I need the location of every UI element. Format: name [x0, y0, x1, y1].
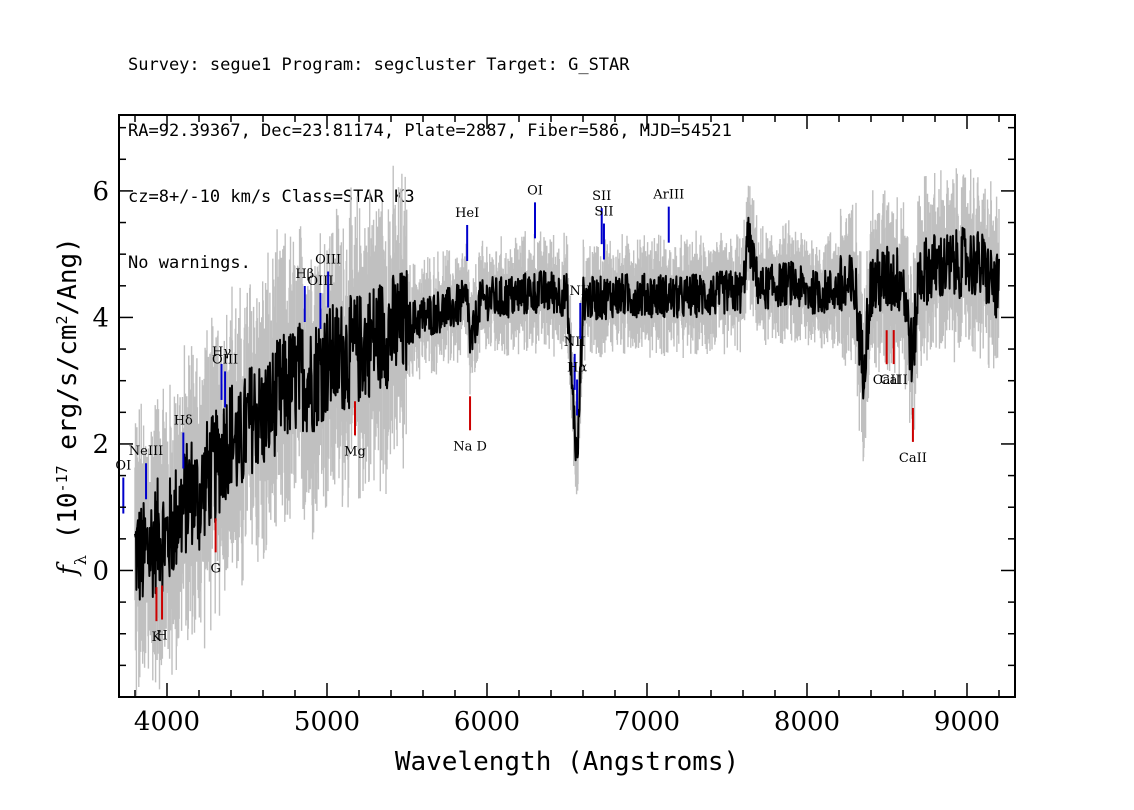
spectral-line-label: ArIII: [652, 188, 684, 203]
y-tick-label: 4: [92, 303, 109, 333]
header-line-redshift-class: cz=8+/-10 km/s Class=STAR K3: [128, 187, 415, 207]
x-tick-label: 4000: [134, 707, 200, 737]
x-axis-title: Wavelength (Angstroms): [395, 747, 739, 777]
spectral-line-markers: OINeIIIHδHγOIIIHβOIIIOIIIHeIOINIIHαNIISI…: [115, 183, 926, 645]
header-line-survey: Survey: segue1 Program: segcluster Targe…: [128, 55, 630, 75]
spectral-line-label: K: [152, 630, 162, 645]
spectral-line-label: OI: [115, 459, 131, 474]
x-tick-label: 7000: [614, 707, 680, 737]
spectral-line-label: OIII: [307, 274, 333, 289]
y-tick-label: 6: [92, 177, 109, 207]
spectral-line-label: G: [210, 561, 220, 576]
spectral-line-label: HeI: [455, 206, 479, 221]
spectral-line-label: Hβ: [295, 267, 314, 282]
spectral-line-label: SII: [594, 205, 613, 220]
x-tick-label: 5000: [294, 707, 360, 737]
y-tick-label: 0: [92, 556, 109, 586]
y-tick-label: 2: [92, 430, 109, 460]
spectral-line-label: OI: [527, 183, 543, 198]
plot-frame: [118, 114, 1016, 698]
spectral-line-label: Hγ: [212, 345, 231, 360]
x-tick-label: 6000: [454, 707, 520, 737]
spectral-line-label: CaII: [873, 373, 901, 388]
header-line-warnings: No warnings.: [128, 253, 251, 273]
spectral-line-label: NII: [569, 284, 591, 299]
spectral-line-label: H: [156, 629, 167, 644]
spectral-line-label: NeIII: [129, 444, 163, 459]
flux-series: [134, 216, 1000, 601]
spectral-line-label: CaII: [899, 451, 927, 466]
spectrum-header: Survey: segue1 Program: segcluster Targe…: [128, 10, 732, 296]
spectral-line-label: Na D: [453, 439, 487, 454]
x-tick-label: 8000: [774, 707, 840, 737]
spectral-line-label: OIII: [315, 253, 341, 268]
axis-ticks: [119, 115, 1015, 697]
spectral-line-label: SII: [592, 189, 611, 204]
spectral-line-label: OIII: [212, 352, 238, 367]
spectral-line-label: NII: [564, 335, 586, 350]
spectral-line-label: Hα: [567, 360, 587, 375]
y-axis-title: fλ (10-17 erg/s/cm2/Ang): [53, 237, 90, 577]
x-tick-label: 9000: [934, 707, 1000, 737]
spectral-line-label: Hδ: [174, 414, 193, 429]
axis-tick-labels: 4000 5000 6000 7000 8000 9000 0 2 4 6: [92, 177, 1000, 737]
header-line-coordinates: RA=92.39367, Dec=23.81174, Plate=2887, F…: [128, 121, 732, 141]
spectral-line-label: Mg: [344, 444, 366, 459]
flux-line: [134, 216, 1000, 601]
spectral-line-label: CaII: [880, 373, 908, 388]
